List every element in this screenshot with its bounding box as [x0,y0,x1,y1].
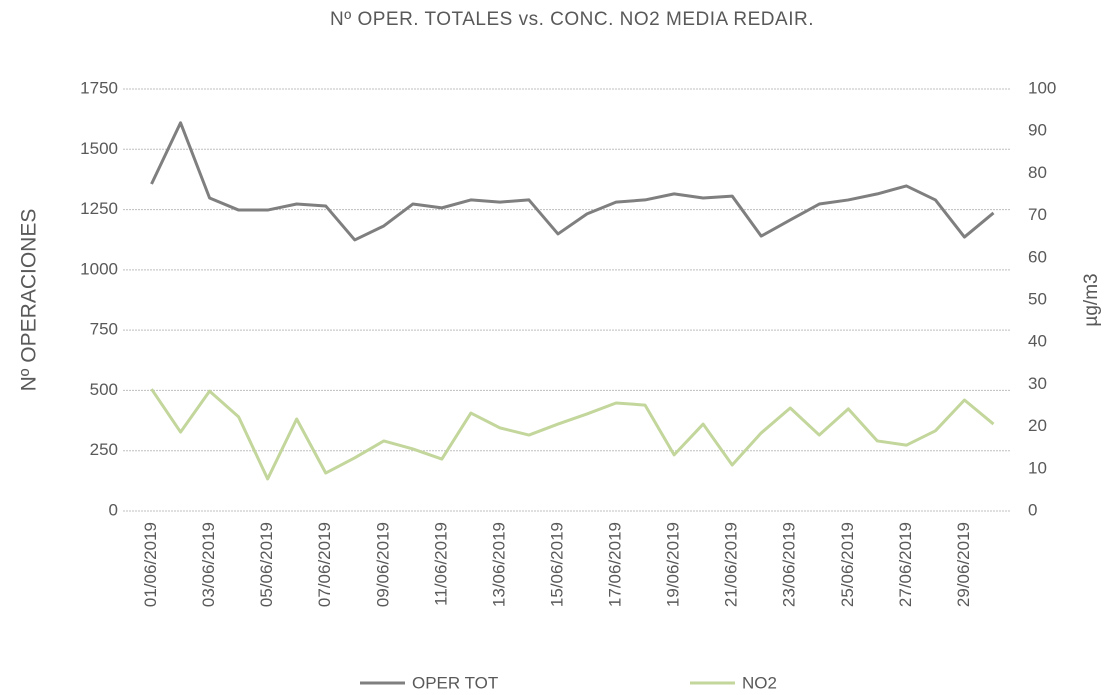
x-tick-label: 01/06/2019 [141,522,160,607]
x-tick-label: 13/06/2019 [489,522,508,607]
data-line [150,121,995,242]
legend-label: NO2 [742,673,777,692]
y-tick-label: 1000 [80,259,118,278]
y-tick-label: 1250 [80,199,118,218]
x-tick-label: 21/06/2019 [722,522,741,607]
x-tick-label: 25/06/2019 [838,522,857,607]
y2-tick-label: 40 [1028,332,1047,351]
y2-tick-label: 0 [1028,500,1037,519]
y2-tick-label: 30 [1028,374,1047,393]
x-tick-label: 05/06/2019 [257,522,276,607]
x-tick-label: 15/06/2019 [547,522,566,607]
chart-title: Nº OPER. TOTALES vs. CONC. NO2 MEDIA RED… [330,9,814,30]
x-tick-label: 29/06/2019 [954,522,973,607]
y-tick-label: 0 [109,500,118,519]
y-tick-label: 1500 [80,139,118,158]
x-tick-label: 23/06/2019 [780,522,799,607]
y2-tick-label: 60 [1028,247,1047,266]
y-tick-label: 1750 [80,78,118,97]
x-tick-label: 03/06/2019 [199,522,218,607]
y2-tick-label: 90 [1028,121,1047,140]
y2-tick-label: 20 [1028,416,1047,435]
x-tick-label: 27/06/2019 [896,522,915,607]
data-line [150,388,995,481]
y2-tick-label: 50 [1028,289,1047,308]
x-tick-label: 17/06/2019 [606,522,625,607]
y2-tick-label: 10 [1028,458,1047,477]
y-axis-title: Nº OPERACIONES [18,209,41,392]
x-tick-label: 09/06/2019 [373,522,392,607]
y2-tick-label: 70 [1028,205,1047,224]
y-tick-label: 250 [90,440,118,459]
y2-tick-label: 100 [1028,78,1056,97]
y2-tick-label: 80 [1028,163,1047,182]
y-tick-label: 750 [90,320,118,339]
y2-axis-title: µg/m3 [1081,273,1102,326]
y-tick-label: 500 [90,380,118,399]
x-tick-label: 07/06/2019 [315,522,334,607]
x-tick-label: 11/06/2019 [431,522,450,606]
x-tick-label: 19/06/2019 [664,522,683,607]
legend-label: OPER TOT [412,673,498,692]
